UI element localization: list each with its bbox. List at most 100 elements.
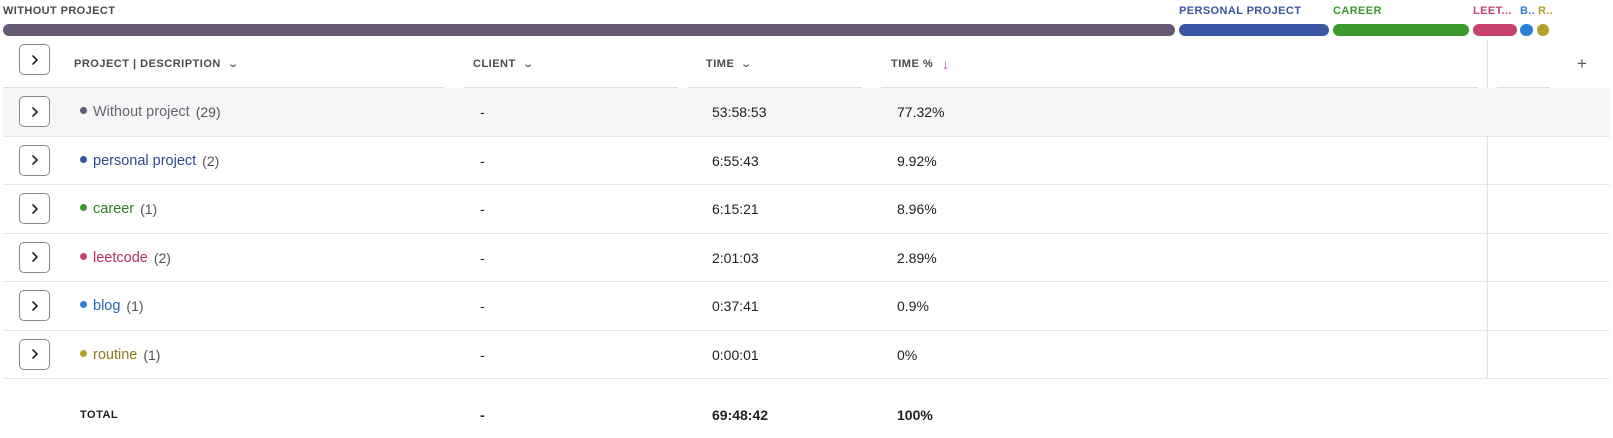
add-column-button[interactable]: + bbox=[1557, 40, 1607, 88]
arrow-down-icon[interactable]: ↓ bbox=[942, 56, 950, 72]
total-row: TOTAL - 69:48:42 100% bbox=[3, 391, 1610, 438]
bar-label-leetcode: LEET... bbox=[1473, 5, 1512, 17]
time-cell: 6:15:21 bbox=[712, 201, 759, 217]
bar-label-personal-project: PERSONAL PROJECT bbox=[1179, 5, 1302, 17]
header-underline-project bbox=[3, 87, 444, 88]
project-distribution-labels: WITHOUT PROJECT PERSONAL PROJECT CAREER … bbox=[0, 5, 1613, 19]
project-color-dot bbox=[80, 349, 87, 357]
project-cell[interactable]: blog (1) bbox=[80, 282, 144, 330]
bar-segment-personal-project[interactable] bbox=[1179, 24, 1329, 36]
bar-label-routine: R.. bbox=[1538, 5, 1554, 17]
chevron-down-icon[interactable]: ⌄ bbox=[740, 58, 753, 70]
header-underline-time bbox=[687, 87, 862, 88]
column-header-client[interactable]: CLIENT ⌄ bbox=[473, 40, 535, 88]
column-divider bbox=[1487, 40, 1488, 378]
project-color-dot bbox=[80, 252, 87, 260]
table-row[interactable]: career (1) - 6:15:21 8.96% bbox=[3, 185, 1610, 234]
project-name[interactable]: career bbox=[93, 201, 135, 217]
project-color-dot bbox=[80, 301, 87, 308]
column-header-time-label: TIME bbox=[706, 58, 735, 70]
project-name[interactable]: blog bbox=[93, 298, 121, 314]
time-percent-cell: 2.89% bbox=[897, 249, 937, 266]
column-header-time-percent[interactable]: TIME % ↓ bbox=[891, 40, 950, 88]
time-percent-cell: 0.9% bbox=[897, 298, 929, 314]
time-percent-cell: 77.32% bbox=[897, 104, 945, 120]
chevron-down-icon[interactable]: ⌄ bbox=[521, 58, 535, 70]
column-header-time-percent-label: TIME % bbox=[891, 58, 934, 70]
project-cell[interactable]: Without project (29) bbox=[80, 88, 221, 136]
column-header-project[interactable]: PROJECT | DESCRIPTION ⌄ bbox=[74, 40, 240, 88]
client-cell: - bbox=[480, 298, 485, 314]
expand-all-button[interactable] bbox=[19, 44, 50, 75]
chevron-right-icon bbox=[31, 300, 38, 311]
column-header-client-label: CLIENT bbox=[473, 58, 516, 70]
table-row[interactable]: blog (1) - 0:37:41 0.9% bbox=[3, 282, 1610, 331]
project-cell[interactable]: routine (1) bbox=[80, 331, 160, 379]
project-name[interactable]: Without project bbox=[93, 104, 190, 120]
client-cell: - bbox=[480, 346, 485, 363]
chevron-down-icon[interactable]: ⌄ bbox=[227, 58, 240, 70]
table-row[interactable]: personal project (2) - 6:55:43 9.92% bbox=[3, 137, 1610, 185]
client-cell: - bbox=[480, 104, 485, 120]
bar-label-career: CAREER bbox=[1333, 5, 1382, 17]
chevron-right-icon bbox=[31, 106, 38, 117]
expand-row-button[interactable] bbox=[19, 338, 50, 370]
entry-count: (2) bbox=[153, 249, 171, 266]
time-percent-cell: 8.96% bbox=[897, 201, 937, 217]
project-cell[interactable]: personal project (2) bbox=[80, 137, 219, 185]
bar-segment-routine[interactable] bbox=[1537, 24, 1549, 36]
chevron-right-icon bbox=[31, 252, 38, 262]
project-cell[interactable]: career (1) bbox=[80, 185, 157, 233]
project-name[interactable]: leetcode bbox=[93, 249, 148, 266]
expand-row-button[interactable] bbox=[19, 96, 50, 127]
bar-segment-without-project[interactable] bbox=[3, 24, 1175, 36]
column-header-project-label: PROJECT | DESCRIPTION bbox=[74, 58, 221, 70]
total-client: - bbox=[480, 407, 485, 423]
project-color-dot bbox=[80, 155, 87, 163]
project-name[interactable]: personal project bbox=[93, 152, 197, 169]
bar-label-blog: B.. bbox=[1520, 5, 1536, 17]
plus-icon: + bbox=[1577, 54, 1587, 73]
expand-row-button[interactable] bbox=[19, 290, 50, 321]
expand-row-button[interactable] bbox=[19, 241, 50, 273]
time-cell: 53:58:53 bbox=[712, 104, 767, 120]
column-header-time[interactable]: TIME ⌄ bbox=[706, 40, 753, 88]
header-underline-time-percent bbox=[881, 87, 1478, 88]
table-header: PROJECT | DESCRIPTION ⌄ CLIENT ⌄ TIME ⌄ … bbox=[3, 40, 1610, 88]
bar-segment-career[interactable] bbox=[1333, 24, 1469, 36]
entry-count: (2) bbox=[202, 152, 220, 169]
time-cell: 0:00:01 bbox=[712, 346, 759, 363]
entry-count: (29) bbox=[195, 104, 221, 120]
project-distribution-bar bbox=[0, 24, 1613, 36]
expand-row-button[interactable] bbox=[19, 144, 50, 176]
table-row[interactable]: Without project (29) - 53:58:53 77.32% bbox=[3, 88, 1610, 137]
entry-count: (1) bbox=[126, 298, 144, 314]
chevron-right-icon bbox=[31, 155, 38, 165]
project-color-dot bbox=[80, 107, 87, 114]
header-underline-add bbox=[1497, 87, 1550, 88]
time-percent-cell: 0% bbox=[897, 346, 918, 363]
chevron-right-icon bbox=[31, 349, 38, 359]
expand-row-button[interactable] bbox=[19, 193, 50, 224]
total-time: 69:48:42 bbox=[712, 407, 769, 423]
bar-label-without-project: WITHOUT PROJECT bbox=[3, 5, 116, 17]
project-color-dot bbox=[80, 204, 87, 211]
chevron-right-icon bbox=[31, 203, 38, 214]
total-time-percent: 100% bbox=[897, 407, 933, 423]
client-cell: - bbox=[480, 201, 485, 217]
entry-count: (1) bbox=[140, 201, 158, 217]
entry-count: (1) bbox=[143, 346, 161, 363]
time-cell: 2:01:03 bbox=[712, 249, 759, 266]
project-name[interactable]: routine bbox=[93, 346, 138, 363]
time-percent-cell: 9.92% bbox=[897, 152, 937, 169]
project-cell[interactable]: leetcode (2) bbox=[80, 234, 171, 282]
table-row[interactable]: leetcode (2) - 2:01:03 2.89% bbox=[3, 234, 1610, 282]
client-cell: - bbox=[480, 249, 485, 266]
time-cell: 0:37:41 bbox=[712, 298, 759, 314]
client-cell: - bbox=[480, 152, 485, 169]
chevron-right-icon bbox=[31, 54, 38, 65]
bar-segment-leetcode[interactable] bbox=[1473, 24, 1517, 36]
table-row[interactable]: routine (1) - 0:00:01 0% bbox=[3, 331, 1610, 379]
header-underline-client bbox=[464, 87, 678, 88]
bar-segment-blog[interactable] bbox=[1520, 24, 1533, 36]
